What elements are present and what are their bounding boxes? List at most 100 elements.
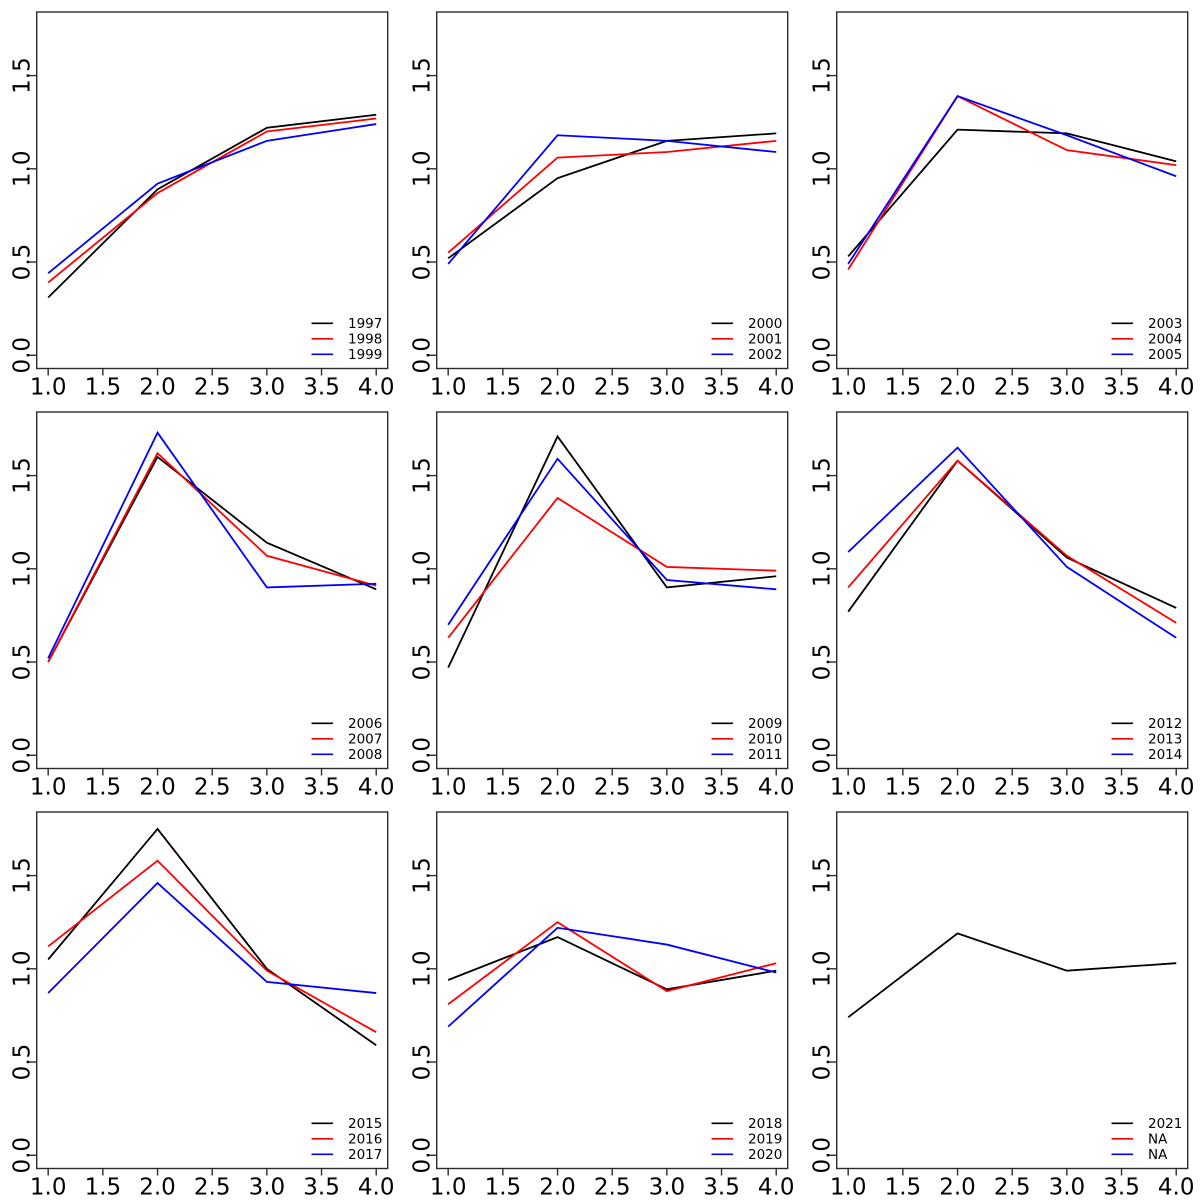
y-tick-label: 1.0 bbox=[10, 951, 36, 988]
series-lines bbox=[47, 827, 377, 1046]
x-tick-label: 3.5 bbox=[1103, 1175, 1140, 1200]
y-tick-label: 1.0 bbox=[10, 151, 36, 188]
panel-9: 1.0 1.5 2.0 2.5 3.0 3.5 4.0 0.0 0.5 1.0 1.5 2021 NA N… bbox=[800, 800, 1200, 1200]
x-tick-label: 2.5 bbox=[194, 775, 231, 801]
x-axis: 1.0 1.5 2.0 2.5 3.0 3.5 4.0 bbox=[30, 368, 395, 401]
x-tick-label: 3.0 bbox=[649, 1175, 686, 1200]
y-tick-label: 1.5 bbox=[10, 57, 36, 94]
legend-label: 2006 bbox=[348, 716, 382, 732]
series-line-2021 bbox=[847, 932, 1177, 1019]
y-axis: 0.0 0.5 1.0 1.5 bbox=[10, 857, 37, 1174]
x-tick-label: 3.5 bbox=[703, 375, 740, 401]
x-tick-label: 4.0 bbox=[1158, 375, 1195, 401]
y-tick-label: 1.5 bbox=[810, 457, 836, 494]
series-lines bbox=[47, 430, 377, 663]
y-tick-label: 0.5 bbox=[810, 1044, 836, 1081]
y-tick-label: 0.0 bbox=[810, 337, 836, 374]
legend-label: 2021 bbox=[1148, 1116, 1182, 1132]
plot-box bbox=[836, 11, 1189, 370]
legend-label: NA bbox=[1148, 1147, 1168, 1163]
plot-box bbox=[36, 11, 389, 370]
legend-label: 2012 bbox=[1148, 716, 1182, 732]
series-line-2012 bbox=[847, 459, 1177, 613]
x-tick-label: 2.0 bbox=[939, 375, 976, 401]
x-tick-label: 2.5 bbox=[994, 375, 1031, 401]
x-tick-label: 1.5 bbox=[85, 375, 122, 401]
x-tick-label: 3.0 bbox=[249, 375, 286, 401]
series-lines bbox=[447, 132, 777, 265]
panel-5: 1.0 1.5 2.0 2.5 3.0 3.5 4.0 0.0 0.5 1.0 1.5 2009 201… bbox=[400, 400, 800, 800]
legend-label: 2019 bbox=[748, 1132, 782, 1148]
legend-label: 1997 bbox=[348, 316, 382, 332]
x-tick-label: 2.5 bbox=[594, 1175, 631, 1200]
legend-label: 2000 bbox=[748, 316, 782, 332]
x-tick-label: 3.5 bbox=[1103, 375, 1140, 401]
y-tick-label: 1.0 bbox=[410, 551, 436, 588]
legend-label: 2001 bbox=[748, 332, 782, 348]
plot-box bbox=[436, 11, 789, 370]
series-line-2013 bbox=[847, 459, 1177, 624]
panel-8: 1.0 1.5 2.0 2.5 3.0 3.5 4.0 0.0 0.5 1.0 1.5 2018 201… bbox=[400, 800, 800, 1200]
y-tick-label: 0.5 bbox=[10, 644, 36, 681]
legend-label: 2008 bbox=[348, 747, 382, 763]
y-tick-label: 0.5 bbox=[410, 1044, 436, 1081]
series-line-2003 bbox=[847, 128, 1177, 258]
series-line-2019 bbox=[447, 921, 777, 1005]
series-line-2020 bbox=[447, 926, 777, 1028]
legend-label: 2017 bbox=[348, 1147, 382, 1163]
legend-label: 2018 bbox=[748, 1116, 782, 1132]
legend-label: 2002 bbox=[748, 347, 782, 363]
series-line-1997 bbox=[47, 113, 377, 299]
x-tick-label: 4.0 bbox=[358, 1175, 395, 1200]
x-tick-label: 1.5 bbox=[885, 375, 922, 401]
x-tick-label: 1.0 bbox=[830, 775, 867, 801]
x-axis: 1.0 1.5 2.0 2.5 3.0 3.5 4.0 bbox=[30, 1168, 395, 1200]
x-axis: 1.0 1.5 2.0 2.5 3.0 3.5 4.0 bbox=[430, 768, 795, 801]
x-tick-label: 4.0 bbox=[358, 775, 395, 801]
y-tick-label: 1.5 bbox=[410, 457, 436, 494]
legend-label: 2020 bbox=[748, 1147, 782, 1163]
y-axis: 0.0 0.5 1.0 1.5 bbox=[810, 857, 837, 1174]
x-tick-label: 2.0 bbox=[939, 775, 976, 801]
x-tick-label: 4.0 bbox=[358, 375, 395, 401]
x-tick-label: 3.5 bbox=[303, 375, 340, 401]
x-tick-label: 1.5 bbox=[85, 775, 122, 801]
y-tick-label: 0.5 bbox=[10, 1044, 36, 1081]
x-tick-label: 3.5 bbox=[703, 775, 740, 801]
series-line-2009 bbox=[447, 434, 777, 669]
y-tick-label: 0.0 bbox=[410, 737, 436, 774]
y-tick-label: 0.0 bbox=[10, 1137, 36, 1174]
legend-label: 2005 bbox=[1148, 347, 1182, 363]
x-tick-label: 1.0 bbox=[830, 375, 867, 401]
series-lines bbox=[847, 94, 1177, 270]
panel-3: 1.0 1.5 2.0 2.5 3.0 3.5 4.0 0.0 0.5 1.0 1.5 2003 200… bbox=[800, 0, 1200, 400]
y-tick-label: 0.0 bbox=[810, 737, 836, 774]
y-axis: 0.0 0.5 1.0 1.5 bbox=[410, 457, 437, 774]
y-tick-label: 1.5 bbox=[10, 857, 36, 894]
x-tick-label: 1.0 bbox=[430, 775, 467, 801]
x-tick-label: 2.0 bbox=[139, 775, 176, 801]
panel-1: 1.0 1.5 2.0 2.5 3.0 3.5 4.0 0.0 0.5 1.0 1.5 1997 199… bbox=[0, 0, 400, 400]
y-tick-label: 0.5 bbox=[410, 244, 436, 281]
series-lines bbox=[847, 932, 1177, 1019]
y-tick-label: 0.5 bbox=[10, 244, 36, 281]
series-line-1998 bbox=[47, 117, 377, 284]
y-axis: 0.0 0.5 1.0 1.5 bbox=[410, 57, 437, 374]
x-tick-label: 3.0 bbox=[249, 1175, 286, 1200]
panel-7-svg: 1.0 1.5 2.0 2.5 3.0 3.5 4.00.00.51.01.52015201… bbox=[10, 811, 395, 1200]
y-tick-label: 1.5 bbox=[10, 457, 36, 494]
x-tick-label: 3.5 bbox=[703, 1175, 740, 1200]
y-tick-label: 1.0 bbox=[410, 951, 436, 988]
legend-label: 2013 bbox=[1148, 732, 1182, 748]
legend-label: 2003 bbox=[1148, 316, 1182, 332]
series-line-2005 bbox=[847, 95, 1177, 265]
panel-2: 1.0 1.5 2.0 2.5 3.0 3.5 4.0 0.0 0.5 1.0 1.5 2000 200… bbox=[400, 0, 800, 400]
series-line-2018 bbox=[447, 936, 777, 991]
plot-box bbox=[436, 411, 789, 770]
